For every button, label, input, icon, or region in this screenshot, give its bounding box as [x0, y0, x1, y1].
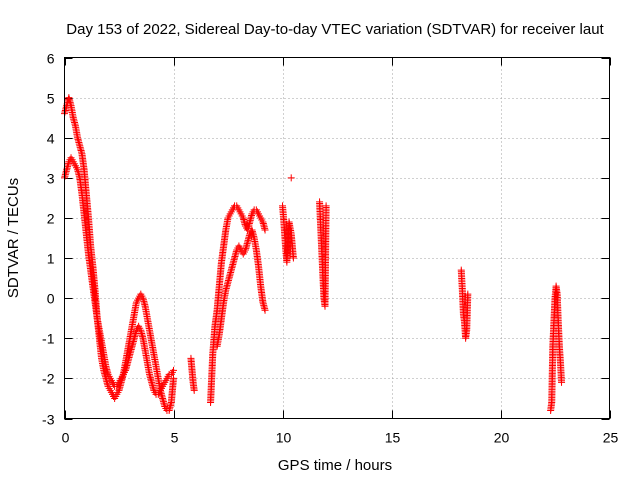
- x-tick-labels: 0 5 10 15 20 25: [62, 430, 619, 446]
- data-point: [289, 254, 297, 262]
- x-tick-label: 20: [494, 430, 510, 446]
- data-point: [261, 226, 269, 234]
- data-points: [61, 94, 566, 414]
- y-tick-labels: -3 -2 -1 0 1 2 3 4 5 6: [42, 51, 55, 428]
- grid-lines: [64, 57, 610, 419]
- y-tick-label: -2: [42, 371, 55, 387]
- data-point: [287, 174, 295, 182]
- y-tick-label: 0: [47, 291, 55, 307]
- x-tick-label: 5: [171, 430, 179, 446]
- x-tick-label: 25: [603, 430, 619, 446]
- y-tick-label: 6: [47, 51, 55, 67]
- y-tick-label: 4: [47, 131, 55, 147]
- plot-frame: [64, 57, 610, 419]
- x-tick-label: 15: [385, 430, 401, 446]
- x-axis-title: GPS time / hours: [278, 457, 392, 474]
- data-point: [322, 202, 330, 210]
- data-point: [190, 386, 198, 394]
- data-point: [558, 378, 566, 386]
- y-tick-label: 5: [47, 91, 55, 107]
- y-tick-label: -3: [42, 412, 55, 428]
- data-point: [261, 306, 269, 314]
- y-tick-label: 2: [47, 211, 55, 227]
- y-tick-label: 3: [47, 171, 55, 187]
- y-tick-label: 1: [47, 251, 55, 267]
- y-tick-label: -1: [42, 331, 55, 347]
- data-point: [464, 290, 472, 298]
- data-point: [170, 366, 177, 374]
- x-tick-label: 10: [276, 430, 292, 446]
- y-axis-title: SDTVAR / TECUs: [5, 178, 22, 298]
- x-tick-label: 0: [62, 430, 70, 446]
- axis-ticks: [64, 57, 611, 420]
- data-point: [170, 374, 177, 382]
- chart-title: Day 153 of 2022, Sidereal Day-to-day VTE…: [66, 21, 604, 38]
